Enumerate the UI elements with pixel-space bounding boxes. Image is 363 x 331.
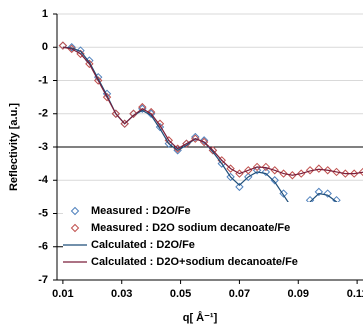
data-point [67,43,76,52]
x-tick-label: 0.01 [52,288,73,300]
data-point [191,132,200,142]
x-axis-label: q[ Å⁻¹] [183,311,218,324]
data-point [235,182,244,192]
data-point [252,162,262,172]
y-tick-label: 1 [42,8,48,20]
data-point [314,187,324,197]
data-point [120,119,129,128]
y-tick-label: -7 [38,274,48,286]
data-point [305,166,315,175]
data-point [288,171,297,180]
data-point [261,162,271,172]
data-point [199,136,209,145]
data-point [111,109,121,118]
x-tick-label: 0.07 [229,288,250,300]
x-tick-label: 0.03 [111,288,132,300]
x-tick-label: 0.11 [347,288,363,300]
data-point [252,166,262,175]
legend-marker [70,223,80,233]
y-tick-label: -1 [38,74,48,86]
data-point [93,76,103,85]
legend-box [63,202,363,272]
data-point [85,59,94,69]
data-point [349,169,359,178]
legend-label: Calculated : D2O+sodium decanoate/Fe [91,256,298,268]
data-point [358,167,363,177]
data-point [261,167,271,177]
x-tick-label: 0.09 [288,288,309,300]
y-tick-label: 0 [42,41,48,53]
legend-label: Calculated : D2O/Fe [91,239,195,251]
data-point [323,189,332,198]
data-point [341,169,350,178]
data-line [62,46,363,176]
y-tick-label: -3 [38,141,48,153]
legend-label: Measured : D2O sodium decanoate/Fe [91,222,290,234]
data-point [323,166,332,175]
y-tick-label: -6 [38,241,48,253]
data-point [226,164,235,173]
legend-marker [70,206,80,216]
data-point [102,92,112,102]
data-point [129,109,138,118]
legend-label: Measured : D2O/Fe [91,205,191,217]
y-axis-label: Reflectivity [a.u.] [8,103,20,191]
data-line [62,46,363,221]
x-tick-label: 0.05 [170,288,191,300]
y-tick-label: -4 [38,174,49,186]
data-point [191,134,200,143]
data-point [58,41,68,50]
legend: Measured : D2O/Fe Measured : D2O sodium d… [63,202,363,272]
data-point [226,172,235,182]
data-point [332,167,341,177]
data-point [314,164,324,173]
y-tick-label: -2 [38,108,48,120]
y-tick-label: -5 [38,207,48,219]
